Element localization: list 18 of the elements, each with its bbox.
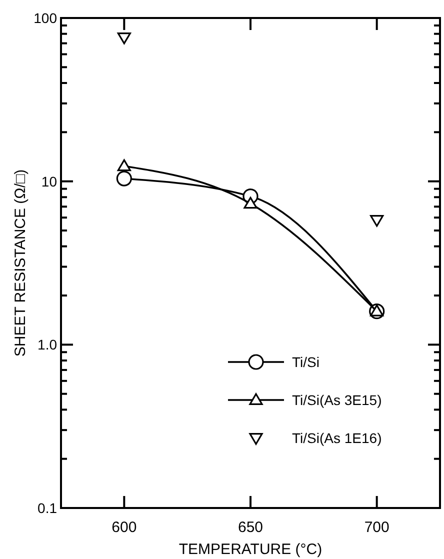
y-tick-label: 0.1: [38, 500, 58, 516]
point: [117, 32, 131, 44]
point: [370, 214, 384, 227]
legend-label: Ti/Si: [292, 354, 320, 370]
y-tick-label: 10: [41, 173, 58, 190]
y-tick-label: 1.0: [38, 336, 58, 353]
point: [117, 159, 131, 172]
point: [244, 196, 258, 209]
legend-label: Ti/Si(As 3E15): [292, 392, 382, 408]
x-tick-label: 600: [112, 519, 137, 536]
x-tick-label: 650: [238, 519, 264, 536]
point: [116, 170, 132, 186]
legend-label: Ti/Si(As 1E16): [292, 430, 382, 446]
x-tick-label: 700: [364, 519, 390, 536]
y-tick-label: 100: [34, 10, 58, 26]
y-axis-title: SHEET RESISTANCE (Ω/□): [12, 169, 29, 357]
point: [370, 304, 384, 316]
x-axis-title: TEMPERATURE (°C): [178, 541, 322, 558]
